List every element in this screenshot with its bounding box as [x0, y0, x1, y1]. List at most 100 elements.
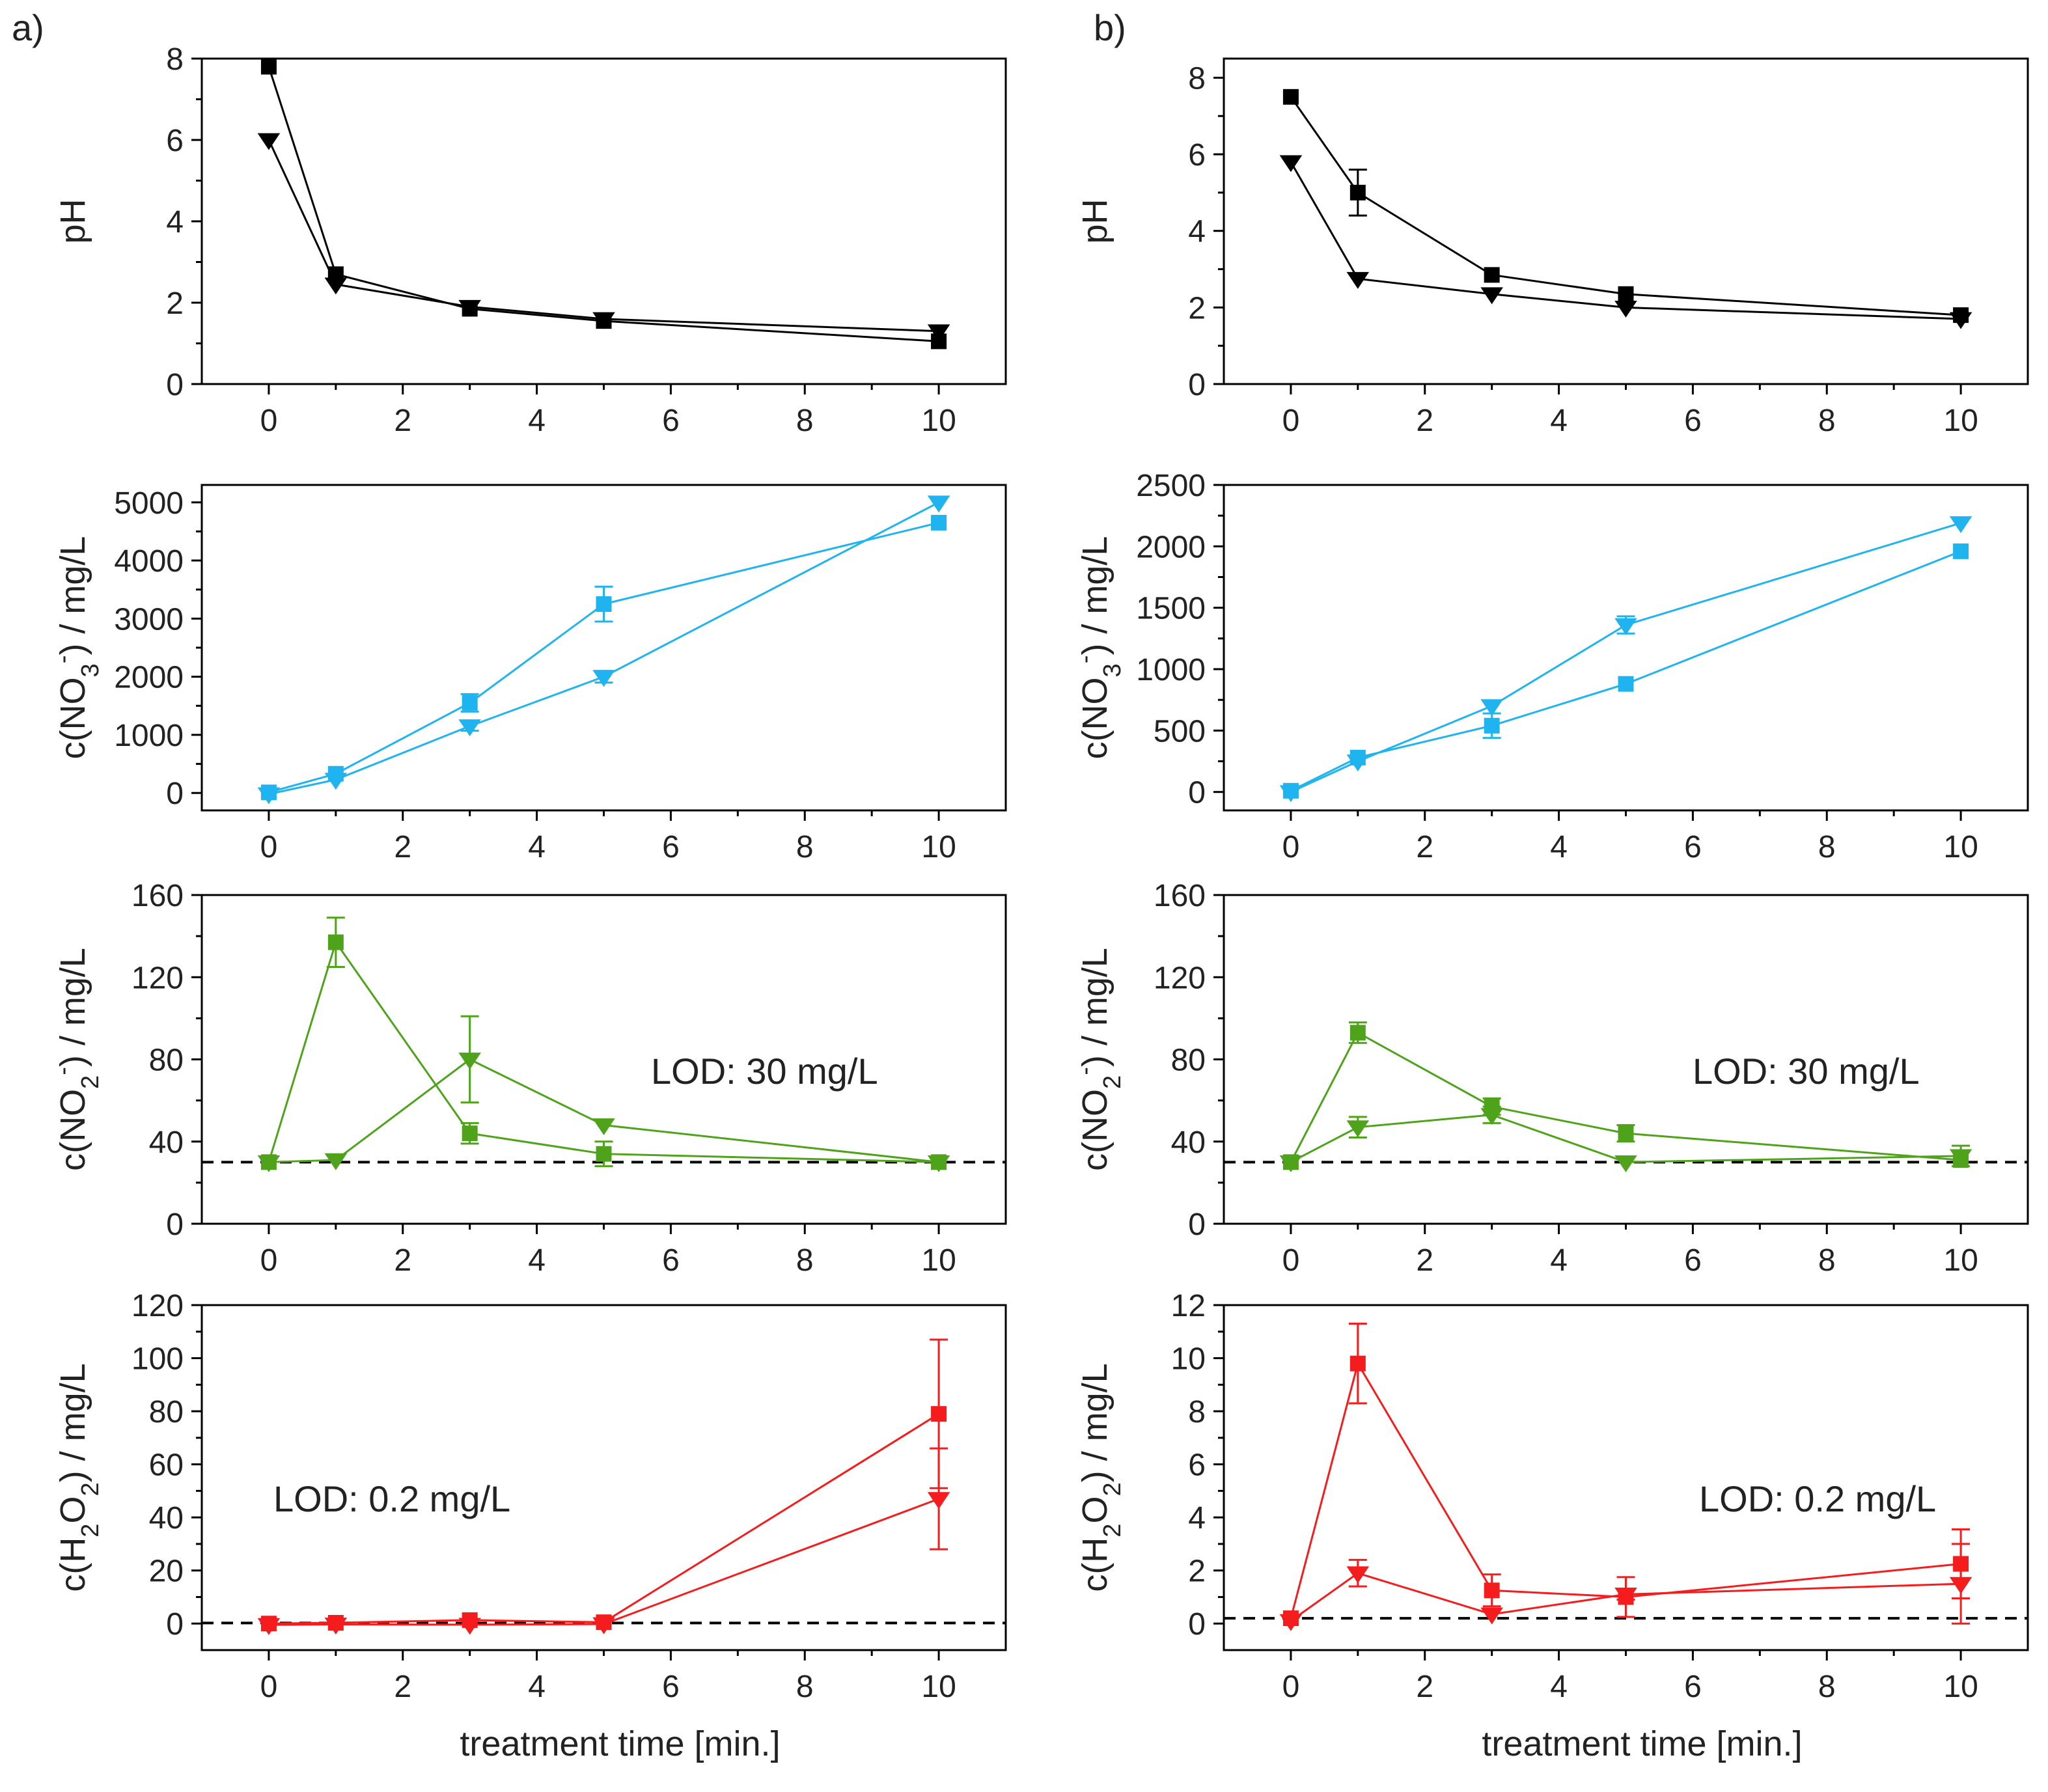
y-tick-label: 10: [1171, 1342, 1206, 1377]
data-point-triangle: [592, 670, 615, 687]
y-tick-label: 2000: [114, 661, 184, 695]
y-tick-label: 12: [1171, 1289, 1206, 1323]
y-tick-label: 4000: [114, 544, 184, 579]
x-axis-label: treatment time [min.]: [460, 1724, 780, 1763]
data-point-triangle: [1480, 1607, 1503, 1625]
lod-annotation: LOD: 30 mg/L: [651, 1051, 878, 1092]
y-tick-label: 2: [1188, 291, 1206, 325]
x-tick-label: 10: [921, 1243, 956, 1278]
data-point-square: [1282, 89, 1299, 105]
x-tick-label: 2: [1416, 1670, 1433, 1704]
data-point-triangle: [1949, 312, 1972, 329]
series-square: [260, 515, 947, 801]
y-axis-label: pH: [1075, 199, 1114, 243]
y-tick-label: 160: [1154, 879, 1206, 913]
y-tick-label: 120: [1154, 961, 1206, 995]
series-line: [268, 521, 939, 793]
data-point-square: [1618, 1125, 1634, 1142]
x-tick-label: 0: [260, 1670, 278, 1704]
data-point-triangle: [458, 1618, 481, 1635]
x-tick-label: 2: [1416, 830, 1433, 864]
series-line: [268, 66, 939, 342]
x-tick-label: 0: [260, 830, 278, 864]
x-tick-label: 4: [528, 404, 546, 438]
y-tick-label: 6: [1188, 1448, 1206, 1483]
y-tick-label: 8: [166, 42, 184, 77]
x-tick-label: 2: [394, 1670, 411, 1704]
data-point-triangle: [1614, 1588, 1637, 1605]
y-tick-label: 3000: [114, 602, 184, 637]
data-point-triangle: [1480, 287, 1503, 305]
data-point-square: [931, 1406, 947, 1422]
data-point-triangle: [1346, 1566, 1370, 1584]
series-triangle: [257, 1015, 950, 1172]
data-point-triangle: [324, 1153, 348, 1170]
x-tick-label: 6: [1684, 830, 1702, 864]
x-tick-label: 6: [662, 404, 680, 438]
panel-label: a): [12, 7, 44, 48]
data-point-square: [1349, 1355, 1366, 1372]
panel-a2: 0 2 4 6 8 10 0 1000 2000 3000 4000 5000 c(NO3-) / mg…: [49, 484, 1007, 864]
data-point-square: [596, 1146, 612, 1162]
data-point-triangle: [1279, 1155, 1303, 1172]
series-line: [1290, 522, 1961, 793]
data-point-square: [1349, 1025, 1366, 1041]
y-tick-label: 0: [166, 777, 184, 811]
y-tick-label: 40: [1171, 1125, 1206, 1160]
y-axis-label: c(H2O2) / mg/L: [1075, 1363, 1126, 1592]
data-point-square: [327, 934, 344, 950]
y-tick-label: 100: [131, 1342, 184, 1377]
data-point-triangle: [1346, 271, 1370, 289]
plot-frame: [201, 1304, 1007, 1651]
series-triangle: [1279, 155, 1972, 329]
data-point-triangle: [927, 324, 950, 342]
data-point-triangle: [458, 1053, 481, 1070]
data-point-triangle: [1614, 300, 1637, 318]
x-tick-label: 8: [1818, 1670, 1836, 1704]
data-point-triangle: [324, 277, 348, 295]
panel-b3: 0 2 4 6 8 10 0 40 80 120 160 c(NO2-) / mg/L LOD: 30 …: [1072, 879, 2029, 1278]
data-point-triangle: [1480, 699, 1503, 717]
plot-frame: [1223, 57, 2029, 385]
data-point-triangle: [1279, 1614, 1303, 1631]
data-point-triangle: [458, 299, 481, 317]
y-tick-label: 0: [1188, 776, 1206, 810]
y-tick-label: 0: [1188, 1207, 1206, 1242]
data-point-triangle: [1346, 1120, 1370, 1138]
series-triangle: [257, 133, 950, 342]
data-point-triangle: [324, 773, 348, 790]
y-tick-label: 0: [1188, 368, 1206, 402]
x-tick-label: 8: [796, 1243, 814, 1278]
data-point-triangle: [1279, 785, 1303, 803]
series-triangle: [257, 1447, 950, 1635]
y-tick-label: 8: [1188, 1395, 1206, 1429]
x-tick-label: 4: [528, 830, 546, 864]
x-tick-label: 10: [1943, 830, 1978, 864]
data-point-square: [1618, 676, 1634, 692]
x-tick-label: 8: [796, 404, 814, 438]
data-point-square: [596, 596, 612, 613]
panel-label: b): [1094, 7, 1126, 48]
lod-annotation: LOD: 0.2 mg/L: [1699, 1478, 1936, 1519]
y-axis-label: c(H2O2) / mg/L: [53, 1363, 104, 1592]
series-triangle: [1279, 1105, 1972, 1172]
y-tick-label: 2: [1188, 1554, 1206, 1589]
x-tick-label: 2: [1416, 1243, 1433, 1278]
y-tick-label: 20: [149, 1554, 184, 1589]
y-tick-label: 6: [166, 124, 184, 158]
x-tick-label: 6: [1684, 404, 1702, 438]
series-triangle: [257, 495, 950, 805]
series-square: [1282, 1021, 1969, 1170]
panel-a1: 0 2 4 6 8 10 0 2 4 6 8 pH: [53, 42, 1007, 438]
data-point-triangle: [927, 1492, 950, 1509]
x-tick-label: 6: [662, 830, 680, 864]
series-square: [260, 59, 947, 350]
y-tick-label: 6: [1188, 138, 1206, 172]
panel-b4: 0 2 4 6 8 10 0 2 4 6 8 10 12 c(H2O2) / mg/L treatment …: [1075, 1289, 2029, 1763]
data-point-triangle: [324, 1618, 348, 1635]
y-tick-label: 40: [149, 1501, 184, 1536]
y-tick-label: 120: [131, 1289, 184, 1323]
y-tick-label: 1500: [1136, 592, 1206, 626]
series-square: [1282, 543, 1969, 799]
data-point-triangle: [592, 1617, 615, 1634]
